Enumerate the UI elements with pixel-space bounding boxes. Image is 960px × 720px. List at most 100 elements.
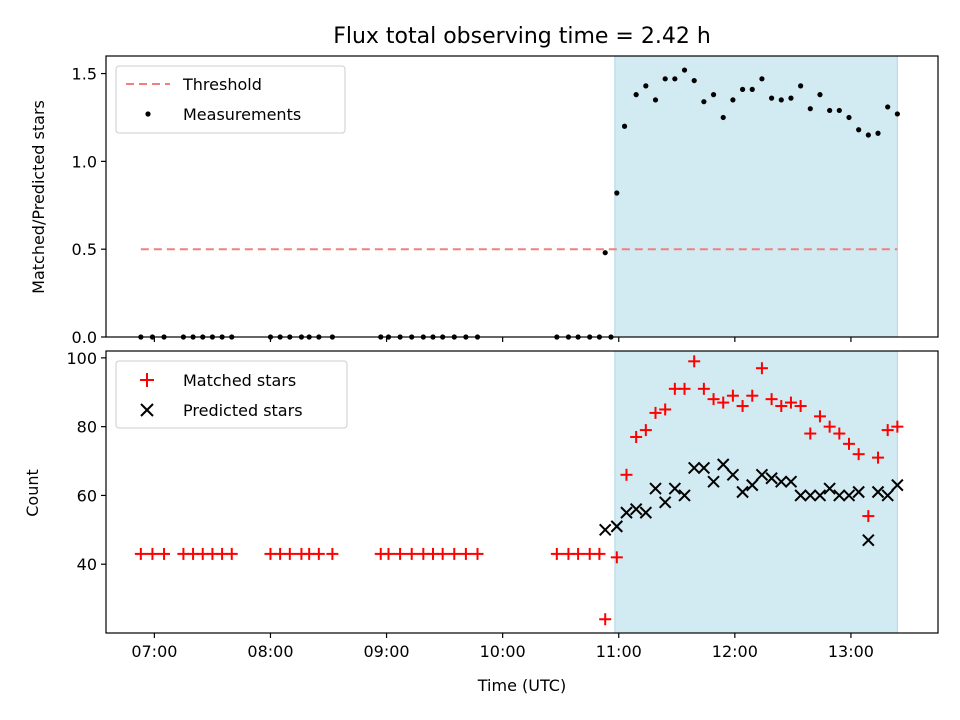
predicted-star-point (833, 489, 846, 502)
matched-star-point (736, 400, 749, 413)
matched-star-point (717, 396, 730, 409)
predicted-star-point (794, 489, 807, 502)
bottom-observing-window-shade (614, 350, 898, 634)
measurement-point (817, 92, 823, 98)
predicted-star-point (610, 520, 624, 533)
measurement-point (652, 97, 659, 103)
measurement-point (865, 132, 871, 138)
measurement-point (710, 92, 717, 98)
matched-star-point (784, 396, 797, 409)
matched-star-point (649, 406, 662, 419)
predicted-stars-points (598, 458, 904, 547)
matched-star-point (678, 382, 691, 395)
measurement-point (798, 83, 804, 89)
measurement-point (614, 190, 620, 196)
matched-star-point (659, 403, 672, 416)
y-tick-label: 1.5 (72, 65, 97, 84)
matched-star-point (697, 382, 710, 395)
bottom-legend-box (115, 360, 348, 429)
x-tick-label: 08:00 (247, 642, 293, 661)
bottom-legend: Matched stars Predicted stars (115, 360, 348, 429)
predicted-stars-legend-label: Predicted stars (183, 401, 303, 420)
x-tick-label: 11:00 (596, 642, 642, 661)
measurement-point (691, 77, 697, 84)
matched-star-point (459, 547, 472, 560)
x-axis-label: Time (UTC) (477, 676, 566, 695)
chart-title: Flux total observing time = 2.42 h (333, 24, 711, 49)
y-tick-label: 80 (77, 418, 97, 437)
matched-star-point (891, 420, 904, 433)
matched-star-point (146, 547, 159, 560)
matched-star-point (852, 448, 865, 461)
predicted-star-point (726, 468, 740, 482)
bottom-y-ticks: 40 60 80 100 (66, 349, 106, 574)
matched-star-point (794, 400, 807, 413)
measurement-point (643, 83, 649, 89)
predicted-star-point (755, 468, 769, 482)
bottom-x-ticks: 07:00 08:00 09:00 10:00 11:00 12:00 13:00 (131, 633, 874, 661)
matched-stars-legend-swatch (140, 373, 154, 387)
predicted-star-point (891, 478, 904, 492)
matched-star-point (283, 547, 296, 560)
predicted-star-point (649, 482, 662, 495)
matched-star-point (405, 547, 418, 560)
matched-stars-legend-label: Matched stars (183, 371, 296, 390)
measurement-point (720, 114, 726, 121)
matched-star-point (394, 547, 407, 560)
matched-star-point (326, 547, 339, 560)
predicted-star-point (629, 502, 643, 516)
predicted-star-point (658, 496, 672, 509)
matched-star-point (755, 362, 768, 375)
matched-star-point (872, 451, 885, 464)
predicted-star-point (736, 485, 749, 499)
measurement-point (846, 114, 852, 121)
bottom-axes-frame (105, 350, 939, 634)
top-observing-window-shade (614, 55, 898, 338)
predicted-star-point (620, 506, 633, 519)
predicted-star-point (639, 506, 653, 519)
measurement-point (836, 107, 842, 114)
x-tick-label: 09:00 (364, 642, 410, 661)
predicted-star-point (804, 489, 817, 502)
measurement-point (681, 67, 688, 73)
predicted-star-point (871, 485, 885, 499)
matched-star-point (550, 547, 563, 560)
matched-star-point (599, 613, 612, 626)
matched-star-point (630, 430, 643, 443)
predicted-star-point (687, 461, 701, 475)
predicted-star-point (678, 489, 691, 502)
predicted-star-point (852, 485, 865, 499)
predicted-star-point (784, 475, 798, 488)
predicted-star-point (765, 472, 778, 485)
measurement-point (778, 97, 784, 103)
x-tick-label: 07:00 (131, 642, 177, 661)
predicted-star-point (668, 482, 682, 495)
measurement-point (827, 107, 833, 114)
predicted-star-point (862, 533, 875, 547)
measurement-point (885, 104, 891, 110)
matched-star-point (471, 547, 484, 560)
measurement-point (701, 99, 707, 105)
matched-star-point (382, 547, 395, 560)
x-tick-label: 12:00 (712, 642, 758, 661)
measurement-point (749, 86, 755, 92)
measurement-point (807, 106, 813, 112)
threshold-legend-label: Threshold (182, 75, 262, 94)
matched-star-point (775, 400, 788, 413)
bottom-y-axis-label: Count (23, 469, 42, 517)
matched-star-point (158, 547, 171, 560)
y-tick-label: 60 (77, 486, 97, 505)
y-tick-label: 0.0 (72, 328, 97, 347)
matched-star-point (572, 547, 585, 560)
matched-star-point (823, 420, 836, 433)
x-tick-label: 13:00 (828, 642, 874, 661)
measurements-legend-label: Measurements (183, 105, 301, 124)
y-tick-label: 40 (77, 555, 97, 574)
top-legend: Threshold Measurements (115, 65, 346, 134)
top-x-ticks (153, 337, 852, 342)
matched-star-point (726, 389, 739, 402)
matched-stars-points (134, 355, 904, 626)
matched-star-point (688, 355, 701, 368)
matched-star-point (448, 547, 461, 560)
